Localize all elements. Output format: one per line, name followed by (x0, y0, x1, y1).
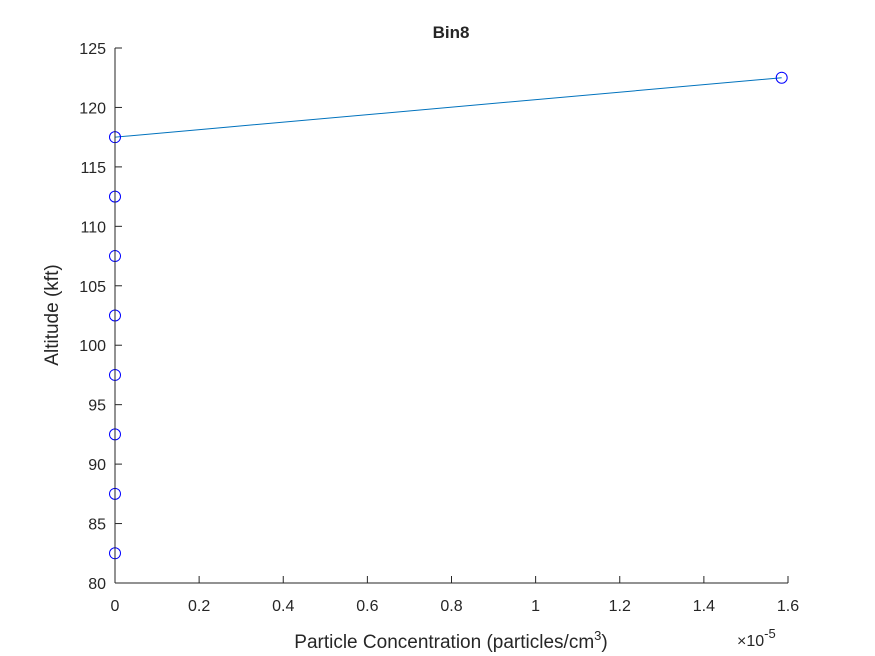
plot-area (109, 71, 788, 560)
x-tick-label: 1.4 (693, 598, 715, 615)
x-tick-label: 1.6 (777, 598, 799, 615)
y-axis-label-text: Altitude (kft) (42, 264, 63, 365)
x-tick-label: 0.2 (188, 598, 210, 615)
y-axis-label: Altitude (kft) (42, 264, 63, 365)
x-tick-label: 0.6 (356, 598, 378, 615)
x-axis: 0 0.2 0.4 0.6 0.8 1 1.2 1.4 1.6 (111, 576, 799, 615)
y-tick-label: 115 (80, 160, 106, 177)
chart-title: Bin8 (433, 23, 470, 42)
x-tick-label: 1.2 (609, 598, 631, 615)
y-tick-label: 80 (88, 576, 106, 593)
x-axis-label-main: Particle Concentration (particles/cm (294, 632, 594, 653)
x-exponent-base: ×10 (737, 633, 764, 650)
x-axis-label-tail: ) (601, 632, 607, 653)
y-tick-label: 110 (80, 219, 106, 236)
data-point (775, 71, 788, 84)
y-tick-label: 105 (79, 279, 106, 296)
x-tick-label: 1 (531, 598, 540, 615)
y-tick-label: 125 (79, 41, 106, 58)
y-tick-label: 85 (88, 517, 106, 534)
x-axis-label-sup: 3 (594, 628, 601, 643)
y-tick-label: 90 (88, 457, 106, 474)
x-exponent-label: ×10-5 (737, 626, 776, 650)
x-tick-label: 0.4 (272, 598, 294, 615)
y-tick-label: 95 (88, 398, 106, 415)
x-axis-label: Particle Concentration (particles/cm3) (294, 628, 607, 653)
series-line (114, 77, 782, 554)
y-axis: 80 85 90 95 100 105 110 115 120 125 (79, 41, 122, 593)
y-tick-label: 100 (79, 338, 106, 355)
x-tick-label: 0 (111, 598, 120, 615)
x-tick-label: 0.8 (440, 598, 462, 615)
x-exponent-power: -5 (764, 626, 776, 641)
y-tick-label: 120 (79, 100, 106, 117)
